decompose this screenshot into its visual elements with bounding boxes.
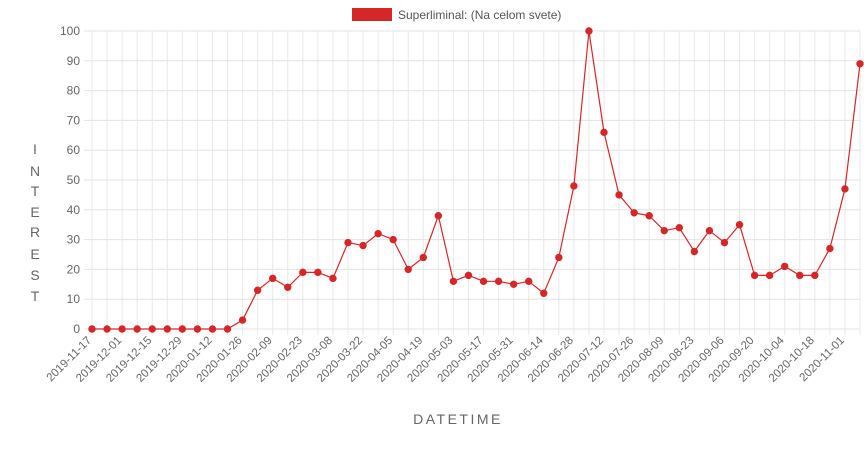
data-point: [284, 283, 292, 291]
data-point: [329, 274, 337, 283]
y-tick-label: 0: [73, 322, 80, 336]
data-point: [193, 325, 202, 333]
data-point: [208, 325, 217, 333]
data-point: [223, 325, 232, 333]
data-point: [509, 280, 518, 288]
legend-swatch: [352, 8, 392, 21]
data-point: [826, 244, 834, 253]
data-point: [841, 185, 849, 193]
data-point: [374, 229, 382, 238]
data-point: [178, 325, 187, 333]
data-point: [133, 325, 141, 333]
data-point: [720, 238, 729, 247]
legend-label: Superliminal: (Na celom svete): [398, 8, 561, 22]
data-point: [419, 253, 427, 262]
y-tick-label: 70: [67, 113, 81, 127]
y-tick-label: 90: [67, 54, 81, 68]
data-point: [299, 268, 307, 277]
y-tick-label: 30: [67, 233, 81, 247]
series-layer: [88, 27, 864, 333]
data-point: [600, 128, 608, 137]
data-point: [494, 277, 503, 286]
x-axis-title: DATETIME: [413, 411, 503, 427]
y-axis-title-letter: E: [30, 204, 39, 220]
series-line: [92, 30, 861, 330]
data-point: [645, 212, 653, 220]
data-point: [570, 182, 578, 190]
data-point: [449, 277, 458, 286]
y-axis-title-letter: R: [30, 224, 40, 240]
data-point: [525, 277, 533, 286]
x-axis-ticks: 2019-11-172019-12-012019-12-152019-12-29…: [45, 334, 847, 385]
data-point: [434, 212, 443, 220]
data-point: [781, 262, 789, 271]
y-tick-label: 100: [60, 24, 80, 38]
data-point: [88, 325, 96, 333]
data-point: [238, 316, 247, 324]
data-point: [555, 253, 563, 262]
y-tick-label: 10: [67, 292, 81, 306]
data-point: [479, 277, 488, 286]
data-point: [856, 60, 864, 68]
y-axis-title-letter: N: [30, 163, 40, 179]
data-point: [705, 226, 714, 235]
y-tick-label: 80: [67, 84, 81, 98]
data-point: [404, 265, 412, 274]
data-point: [675, 223, 683, 232]
y-axis-ticks: 0 10 20 30 40 50 60 70 80 90 100: [60, 24, 80, 336]
data-point: [796, 271, 804, 280]
data-point: [253, 286, 262, 294]
y-axis-title-letter: %: [29, 0, 41, 3]
grid: [84, 30, 861, 335]
data-point: [615, 191, 623, 199]
data-point: [344, 238, 352, 247]
data-point: [660, 226, 668, 235]
data-point: [690, 247, 699, 256]
data-point: [585, 27, 593, 35]
y-axis-title-letter: E: [30, 246, 39, 262]
data-point: [163, 325, 171, 333]
y-axis-title-letter: S: [30, 267, 39, 283]
data-point: [389, 235, 397, 244]
data-point: [811, 271, 819, 280]
y-tick-label: 40: [67, 203, 81, 217]
data-point: [269, 274, 277, 283]
y-axis-title-letter: T: [31, 288, 40, 304]
y-axis-title-letter: I: [33, 141, 37, 157]
data-point: [103, 325, 111, 333]
legend[interactable]: Superliminal: (Na celom svete): [352, 8, 561, 22]
data-point: [359, 241, 367, 250]
data-point: [630, 209, 638, 217]
data-point: [148, 325, 156, 333]
data-point: [314, 268, 322, 277]
y-tick-label: 20: [67, 262, 81, 276]
y-tick-label: 60: [67, 143, 81, 157]
data-point: [118, 325, 126, 333]
data-point: [464, 271, 473, 280]
data-point: [765, 271, 774, 280]
data-point: [750, 271, 759, 280]
y-axis-title-letter: T: [31, 183, 40, 199]
y-tick-label: 50: [67, 173, 81, 187]
data-point: [735, 221, 744, 229]
data-point: [540, 289, 548, 297]
